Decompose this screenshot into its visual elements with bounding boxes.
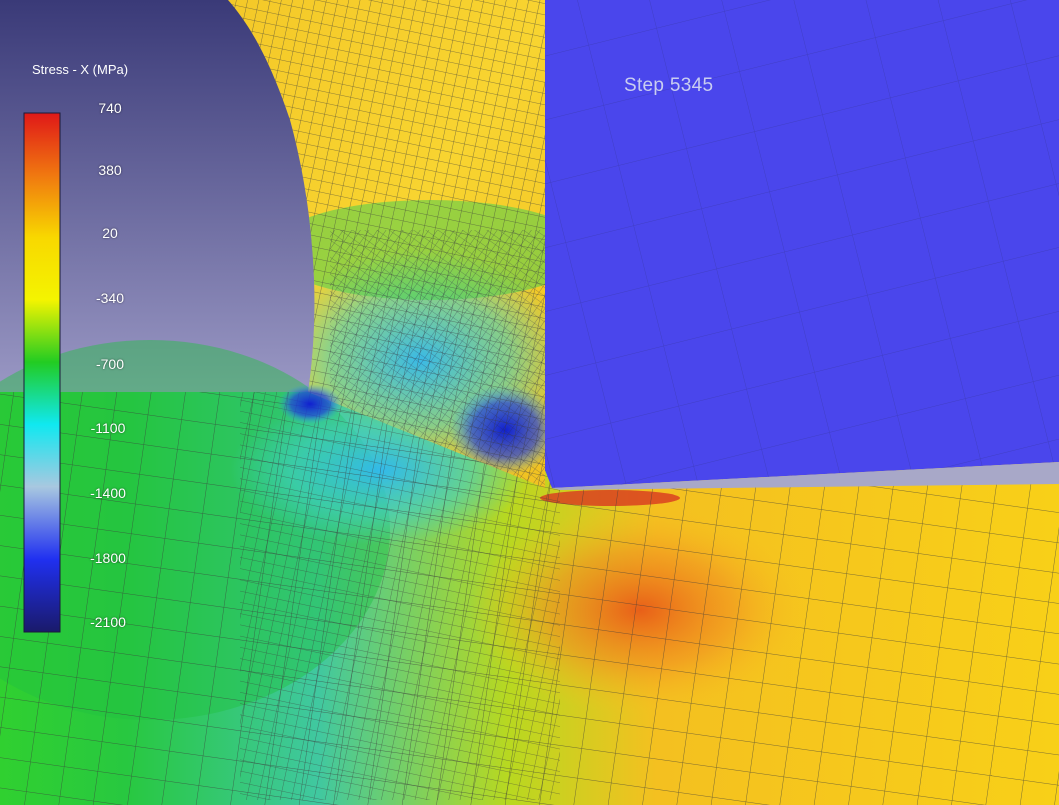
legend-tick: -2100 [90,614,126,630]
step-counter: Step 5345 [624,75,714,96]
legend-tick: 20 [102,225,118,241]
legend-tick: -340 [95,290,125,306]
legend-tick: -700 [95,356,125,372]
cutting-tool [545,0,1059,490]
legend-tick: 380 [98,162,122,178]
colorbar [23,112,61,633]
stress-concentration-blue [278,384,342,424]
legend-tick: -1800 [90,550,126,566]
legend-tick: -1100 [90,420,126,436]
legend-title: Stress - X (MPa) [32,62,129,77]
legend-tick: 740 [98,100,122,116]
legend-tick: -1400 [90,485,126,501]
